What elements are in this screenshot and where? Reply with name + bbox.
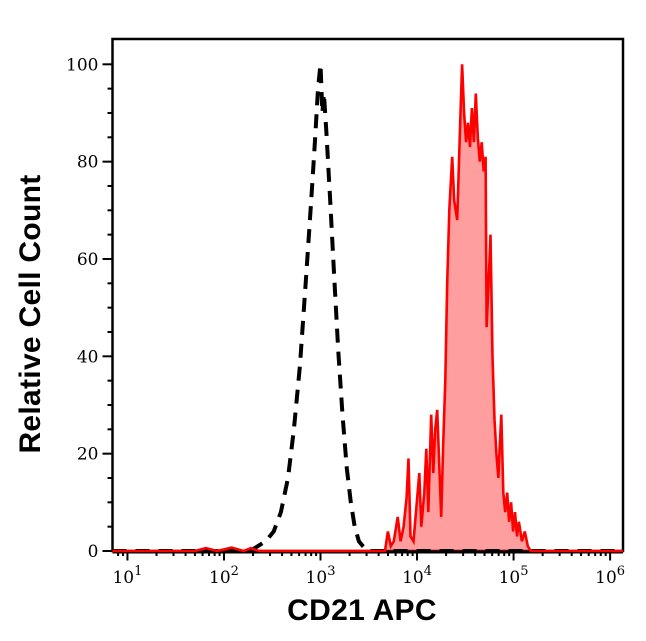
x-tick-label: 101 xyxy=(112,564,142,588)
y-tick-label: 0 xyxy=(88,542,99,562)
x-tick-label: 103 xyxy=(306,564,336,588)
y-tick-label: 20 xyxy=(77,445,99,465)
x-tick-label: 104 xyxy=(402,564,432,588)
y-tick-label: 100 xyxy=(66,55,98,75)
x-axis-title: CD21 APC xyxy=(287,594,437,627)
x-tick-label: 106 xyxy=(595,564,625,588)
x-tick-label: 102 xyxy=(209,564,239,588)
y-axis-title: Relative Cell Count xyxy=(14,174,47,454)
plot-frame xyxy=(111,37,625,553)
stained-histogram-fill xyxy=(112,64,623,552)
x-tick-label: 105 xyxy=(499,564,529,588)
control-histogram-dashed xyxy=(112,62,623,553)
y-tick-label: 80 xyxy=(77,153,99,173)
y-tick-label: 40 xyxy=(77,347,99,367)
y-tick-label: 60 xyxy=(77,250,99,270)
stained-histogram-outline xyxy=(112,64,623,553)
